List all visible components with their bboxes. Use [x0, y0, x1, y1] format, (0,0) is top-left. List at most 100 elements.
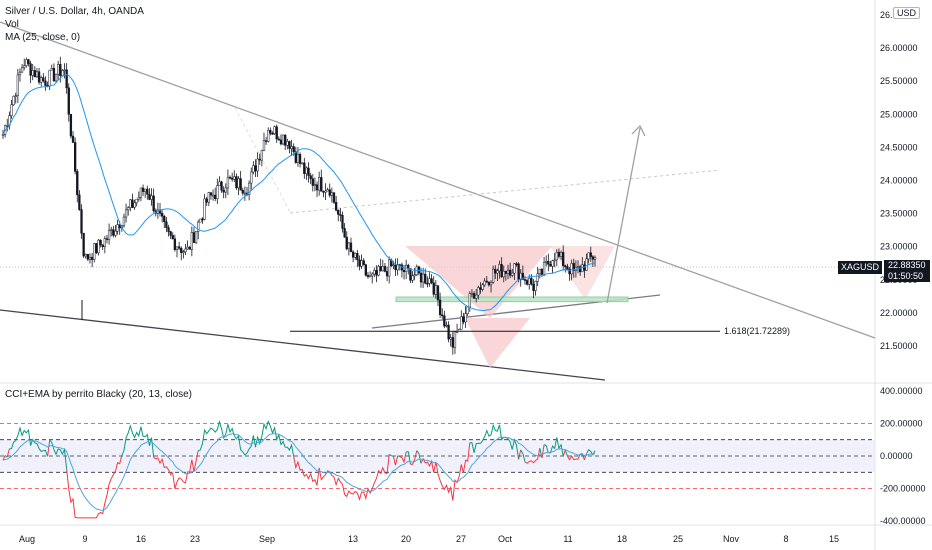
- candle-body: [438, 299, 442, 316]
- time-axis[interactable]: Aug 9 16 23 Sep 13 20 27 Oct 11 18 25 Nov 8 15: [19, 534, 839, 544]
- cci-line: [293, 454, 390, 501]
- candle-body: [502, 270, 505, 278]
- candle-body: [303, 162, 306, 174]
- candle-body: [231, 177, 234, 180]
- candle-body: [209, 192, 213, 196]
- candle-body: [436, 285, 440, 301]
- cci-line: [541, 444, 545, 458]
- time-tick-label: 27: [456, 534, 466, 544]
- candle-body: [536, 273, 539, 282]
- candle-body: [368, 275, 372, 278]
- candle-body: [568, 268, 571, 275]
- indicator-tick-label: 200.00000: [880, 418, 923, 428]
- price-tag-value: 22.88350: [888, 260, 926, 270]
- candle-body: [228, 176, 232, 179]
- last-price-tag: XAGUSD 22.88350 01:50:50: [838, 260, 930, 282]
- candle-body: [127, 207, 130, 211]
- candle-body: [10, 104, 13, 116]
- candle-body: [184, 248, 187, 253]
- candle-body: [485, 280, 488, 283]
- candle-body: [521, 272, 525, 280]
- candle-body: [82, 232, 85, 257]
- candle-body: [309, 175, 312, 179]
- candle-body: [343, 228, 346, 238]
- moving-average-line: [2, 74, 596, 312]
- fib-extension-label: 1.618(21.72289): [724, 326, 790, 336]
- candle-body: [73, 142, 77, 172]
- cci-line: [49, 439, 68, 470]
- candle-body: [358, 259, 361, 267]
- candle-body: [252, 165, 255, 173]
- candle-body: [426, 282, 429, 285]
- indicator-tick-label: -400.00000: [880, 516, 926, 526]
- candle-body: [25, 59, 28, 66]
- cci-line: [9, 426, 49, 457]
- candle-body: [445, 324, 448, 327]
- price-tick-label: 25.50000: [880, 76, 918, 86]
- candle-body: [523, 279, 527, 281]
- candle-body: [381, 266, 384, 272]
- candle-body: [288, 141, 291, 149]
- candle-body: [515, 263, 518, 266]
- candle-body: [494, 268, 497, 274]
- candle-body: [112, 229, 115, 236]
- candle-body: [84, 254, 87, 257]
- currency-badge[interactable]: USD: [893, 7, 921, 19]
- candle-body: [29, 63, 32, 76]
- price-tick-label: 21.50000: [880, 341, 918, 351]
- candle-body: [33, 70, 36, 78]
- candle-body: [547, 260, 550, 265]
- candle-body: [409, 268, 412, 281]
- candle-body: [557, 251, 561, 257]
- candle-body: [1, 134, 5, 136]
- candle-body: [326, 189, 329, 192]
- candle-body: [430, 278, 433, 284]
- candle-body: [432, 282, 435, 295]
- time-tick-label: 15: [829, 534, 839, 544]
- candle-body: [347, 242, 351, 250]
- time-tick-label: 13: [348, 534, 358, 544]
- candle-body: [292, 146, 295, 152]
- candle-body: [460, 316, 463, 330]
- price-tick-label: 25.00000: [880, 109, 918, 119]
- candle-body: [413, 274, 416, 277]
- candle-body: [165, 221, 168, 228]
- cci-line: [420, 442, 471, 501]
- candle-body: [93, 243, 96, 260]
- price-tick-label: 22.00000: [880, 308, 918, 318]
- candle-body: [173, 238, 177, 250]
- candle-body: [269, 130, 272, 134]
- candle-body: [107, 230, 111, 240]
- candle-body: [424, 273, 427, 284]
- candle-body: [375, 270, 378, 276]
- candle-body: [553, 259, 556, 262]
- price-axis[interactable]: 26.5000026.0000025.5000025.0000024.50000…: [880, 10, 918, 351]
- cci-line: [562, 449, 566, 457]
- candle-body: [334, 202, 338, 211]
- indicator-axis[interactable]: 400.00000 200.00000 0.00000 -200.00000 -400.…: [880, 386, 926, 526]
- candle-body: [14, 95, 17, 97]
- symbol-title[interactable]: Silver / U.S. Dollar, 4h, OANDA: [5, 6, 144, 17]
- candle-body: [534, 281, 537, 291]
- volume-label[interactable]: Vol: [5, 19, 19, 30]
- candle-body: [148, 193, 151, 200]
- support-zone: [395, 296, 629, 303]
- candle-body: [67, 87, 70, 115]
- cci-line: [564, 449, 568, 457]
- candle-body: [118, 224, 121, 229]
- candle-body: [351, 251, 355, 258]
- indicator-title[interactable]: CCI+EMA by perrito Blacky (20, 13, close…: [5, 389, 193, 400]
- candle-body: [80, 209, 83, 234]
- candle-body: [241, 189, 244, 194]
- ma-label[interactable]: MA (25, close, 0): [5, 32, 81, 43]
- indicator-pane[interactable]: [0, 419, 875, 519]
- candle-body: [411, 275, 414, 281]
- candle-body: [188, 246, 191, 250]
- candle-body: [542, 262, 546, 276]
- cci-line: [388, 453, 394, 457]
- candle-body: [455, 331, 459, 333]
- candle-body: [243, 192, 247, 195]
- time-tick-label: 23: [190, 534, 200, 544]
